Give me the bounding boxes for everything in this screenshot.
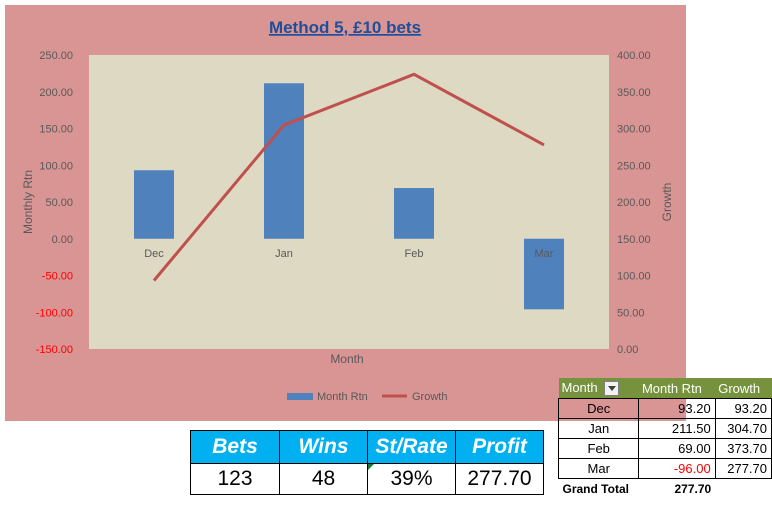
y-axis-title: Monthly Rtn — [21, 170, 35, 234]
bar-mar — [524, 238, 564, 310]
y-tick-label: 0.00 — [52, 234, 73, 246]
category-labels: Dec Jan Feb Mar — [144, 248, 554, 260]
legend-line-label: Growth — [412, 391, 447, 403]
pivot-cell-month[interactable]: Jan — [557, 418, 640, 439]
pivot-grand-total-row: Grand Total 277.70 — [559, 479, 772, 499]
plot-area — [89, 55, 609, 349]
legend-bar-swatch — [287, 393, 313, 400]
chart-title: Method 5, £10 bets — [269, 18, 421, 37]
pivot-cell-month[interactable]: Feb — [557, 438, 640, 459]
category-label: Feb — [405, 248, 424, 260]
right-axis-ticks: 400.00 350.00 300.00 250.00 200.00 150.00 100.… — [617, 50, 651, 356]
filter-dropdown-icon[interactable] — [603, 381, 619, 397]
stats-header-bets: Bets — [190, 430, 280, 464]
stats-cell-wins[interactable]: 48 — [279, 463, 368, 495]
category-label: Dec — [144, 248, 164, 260]
chart-area: Method 5, £10 bets Dec Jan Feb Mar 250.00 20… — [5, 5, 686, 421]
pivot-cell-rtn[interactable]: -96.00 — [638, 458, 716, 479]
growth-line — [152, 72, 545, 282]
y-tick-label: 200.00 — [39, 87, 73, 99]
pivot-cell-growth[interactable]: 304.70 — [714, 418, 772, 439]
pivot-header-month-rtn: Month Rtn — [638, 378, 716, 399]
combo-chart: Method 5, £10 bets Dec Jan Feb Mar 250.00 20… — [21, 18, 674, 403]
pivot-cell-rtn[interactable]: 211.50 — [638, 418, 716, 439]
pivot-cell-month[interactable]: Mar — [557, 458, 640, 479]
stats-cell-strike-rate[interactable]: 39% — [367, 463, 456, 495]
y2-tick-label: 50.00 — [617, 307, 645, 319]
y-tick-label: 250.00 — [39, 50, 73, 62]
y-tick-label: 100.00 — [39, 160, 73, 172]
category-label: Mar — [535, 248, 554, 260]
stats-header-wins: Wins — [279, 430, 368, 464]
y2-tick-label: 300.00 — [617, 124, 651, 136]
grand-total-empty — [715, 479, 771, 499]
pivot-row: Dec 93.20 93.20 — [557, 398, 772, 419]
y2-tick-label: 150.00 — [617, 234, 651, 246]
stats-table: Bets Wins St/Rate Profit 123 48 39% 277.… — [190, 430, 544, 495]
pivot-header-growth: Growth — [715, 378, 772, 399]
y-tick-label: -50.00 — [42, 271, 73, 283]
y2-tick-label: 0.00 — [617, 344, 638, 356]
pivot-row: Jan 211.50 304.70 — [557, 418, 772, 439]
y2-tick-label: 400.00 — [617, 50, 651, 62]
pivot-header-month-label: Month — [561, 379, 598, 395]
y-tick-label: 50.00 — [45, 197, 73, 209]
y2-axis-title: Growth — [660, 183, 674, 222]
y2-tick-label: 200.00 — [617, 197, 651, 209]
pivot-cell-growth[interactable]: 373.70 — [714, 438, 772, 459]
y-tick-label: -100.00 — [36, 307, 73, 319]
bar-jan — [264, 83, 304, 239]
y2-tick-label: 350.00 — [617, 87, 651, 99]
legend: Month Rtn Growth — [287, 391, 447, 403]
pivot-cell-rtn[interactable]: 69.00 — [638, 438, 716, 459]
bar-dec — [134, 170, 174, 239]
y-tick-label: -150.00 — [36, 344, 73, 356]
bar-series — [134, 83, 564, 310]
pivot-cell-growth[interactable]: 93.20 — [714, 398, 772, 419]
x-axis-title: Month — [330, 352, 363, 366]
grand-total-label: Grand Total — [562, 481, 629, 496]
stats-header-strike-rate: St/Rate — [367, 430, 456, 464]
pivot-header-month[interactable]: Month — [558, 378, 639, 399]
y2-tick-label: 100.00 — [617, 271, 651, 283]
pivot-cell-rtn[interactable]: 93.20 — [638, 398, 716, 419]
pivot-cell-growth[interactable]: 277.70 — [714, 458, 772, 479]
pivot-cell-month[interactable]: Dec — [557, 398, 640, 419]
stats-cell-bets[interactable]: 123 — [190, 463, 280, 495]
y-tick-label: 150.00 — [39, 124, 73, 136]
pivot-row: Feb 69.00 373.70 — [557, 438, 772, 459]
pivot-table: Month Month Rtn Growth Dec 93.20 93.20 J… — [557, 378, 772, 499]
category-label: Jan — [275, 248, 293, 260]
pivot-row: Mar -96.00 277.70 — [557, 458, 772, 479]
grand-total-value: 277.70 — [674, 481, 712, 496]
left-axis-ticks: 250.00 200.00 150.00 100.00 50.00 0.00 -50.00 -… — [36, 50, 73, 356]
stats-cell-profit[interactable]: 277.70 — [455, 463, 544, 495]
bar-feb — [394, 188, 434, 239]
stats-header-profit: Profit — [455, 430, 544, 464]
legend-bar-label: Month Rtn — [317, 391, 368, 403]
y2-tick-label: 250.00 — [617, 160, 651, 172]
